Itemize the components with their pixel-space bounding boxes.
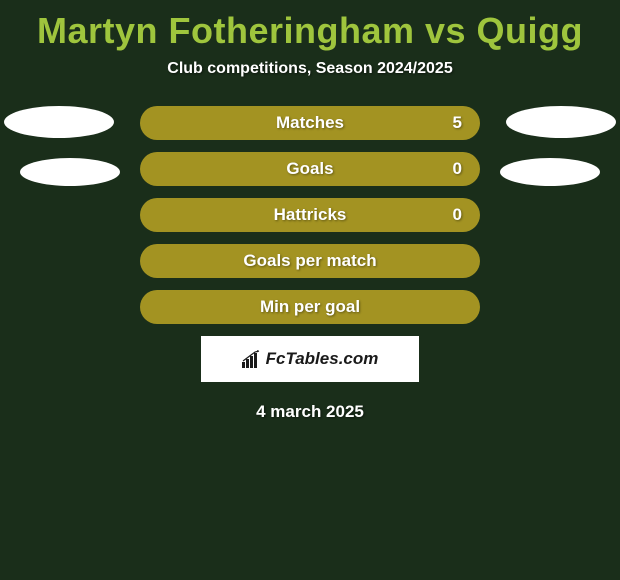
stat-row: Goals 0	[0, 152, 620, 186]
stat-label: Goals per match	[243, 251, 376, 271]
stat-bar-hattricks: Hattricks 0	[140, 198, 480, 232]
stat-label: Matches	[276, 113, 344, 133]
stat-row: Matches 5	[0, 106, 620, 140]
stat-row: Goals per match	[0, 244, 620, 278]
stat-bar-goals-per-match: Goals per match	[140, 244, 480, 278]
stat-value: 5	[453, 113, 462, 133]
stat-label: Goals	[286, 159, 333, 179]
stat-label: Min per goal	[260, 297, 360, 317]
stat-bar-goals: Goals 0	[140, 152, 480, 186]
site-name: FcTables.com	[266, 349, 379, 369]
stats-container: Matches 5 Goals 0 Hattricks 0 Goals per …	[0, 106, 620, 422]
stat-row: Min per goal	[0, 290, 620, 324]
date-label: 4 march 2025	[0, 402, 620, 422]
page-title: Martyn Fotheringham vs Quigg	[0, 0, 620, 52]
stat-bar-min-per-goal: Min per goal	[140, 290, 480, 324]
stat-value: 0	[453, 205, 462, 225]
chart-icon	[242, 350, 262, 368]
page-subtitle: Club competitions, Season 2024/2025	[0, 60, 620, 78]
site-badge: FcTables.com	[201, 336, 419, 382]
stat-bar-matches: Matches 5	[140, 106, 480, 140]
stat-label: Hattricks	[274, 205, 347, 225]
site-badge-inner: FcTables.com	[242, 349, 379, 369]
stat-value: 0	[453, 159, 462, 179]
stat-row: Hattricks 0	[0, 198, 620, 232]
